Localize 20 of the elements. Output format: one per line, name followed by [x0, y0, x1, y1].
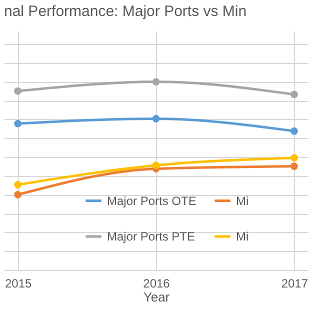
point	[152, 114, 160, 122]
chart-title: nal Performance: Major Ports vs Min	[4, 3, 247, 20]
legend-label: Mi	[236, 230, 249, 244]
legend-label: Major Ports OTE	[107, 194, 196, 208]
point	[290, 90, 298, 98]
legend-label: Mi	[236, 194, 249, 208]
x-tick-label: 2015	[4, 276, 32, 290]
point	[14, 181, 22, 188]
point	[14, 120, 22, 128]
legend-label: Major Ports PTE	[107, 230, 196, 244]
point	[290, 162, 298, 170]
point	[14, 191, 22, 198]
x-tick-label: 2016	[143, 276, 170, 290]
point	[290, 154, 298, 162]
point	[152, 78, 160, 86]
point	[290, 127, 298, 135]
point	[14, 87, 22, 95]
point	[152, 162, 160, 170]
x-axis-title: Year	[143, 290, 170, 304]
x-tick-label: 2017	[281, 276, 308, 290]
